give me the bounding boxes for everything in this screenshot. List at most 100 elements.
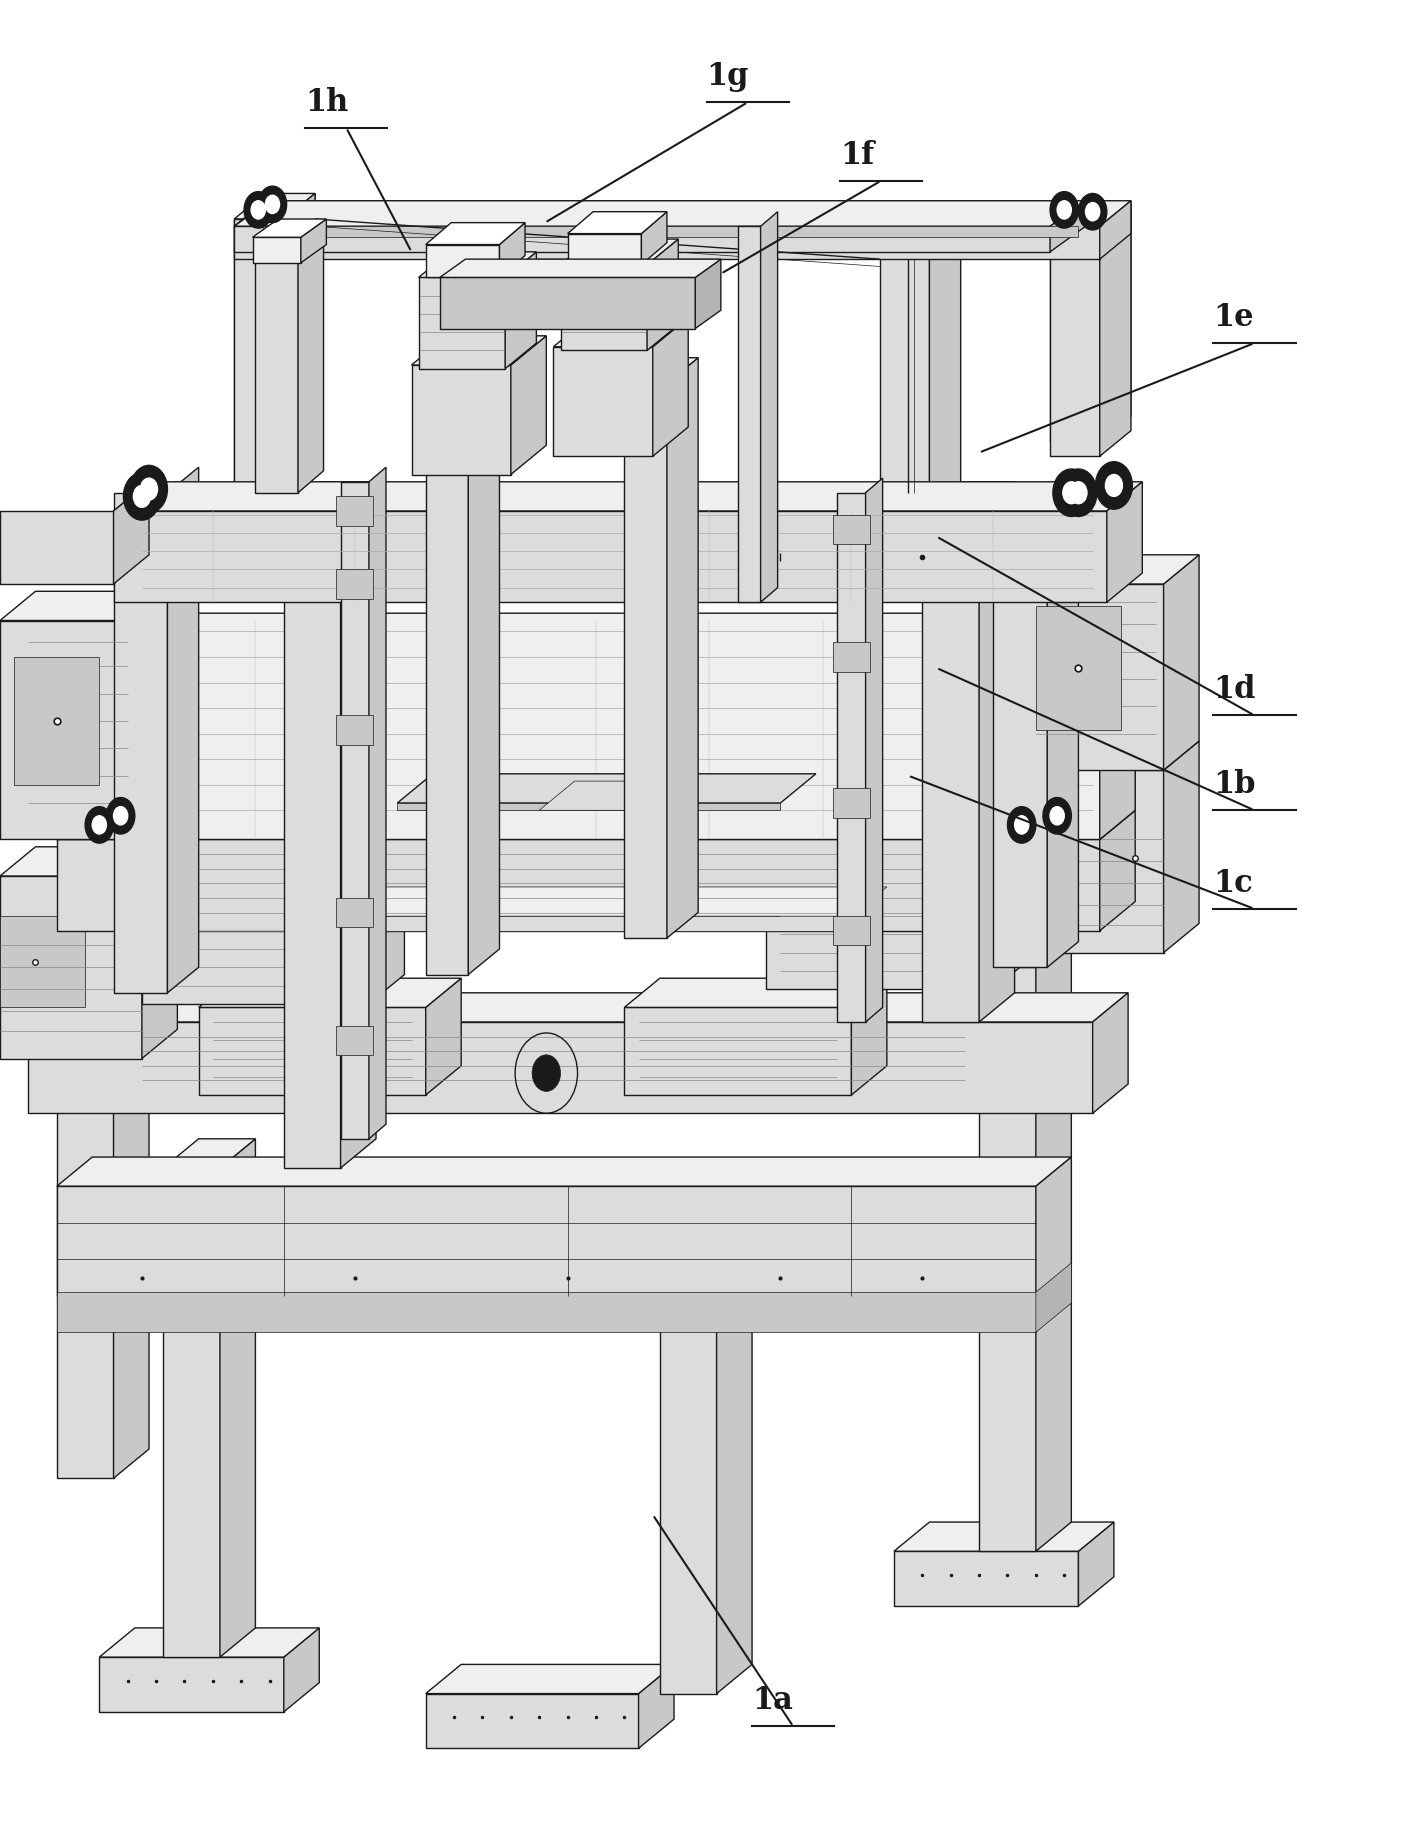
Polygon shape [284,1628,319,1712]
Circle shape [244,192,272,228]
Text: 1d: 1d [1213,675,1256,704]
Polygon shape [1093,993,1128,1113]
Polygon shape [1036,606,1121,730]
Polygon shape [660,1259,717,1694]
Polygon shape [1050,204,1131,230]
Polygon shape [624,383,667,938]
Polygon shape [99,1657,284,1712]
Circle shape [133,485,150,507]
Polygon shape [1036,1263,1071,1332]
Polygon shape [284,193,315,493]
Circle shape [251,201,265,219]
Text: 1e: 1e [1213,303,1254,332]
Circle shape [1095,462,1132,509]
Polygon shape [57,584,1135,840]
Polygon shape [57,1157,1071,1186]
Polygon shape [929,212,961,511]
Polygon shape [851,978,887,1095]
Polygon shape [837,493,866,1022]
Polygon shape [341,482,369,1139]
Polygon shape [57,975,149,1004]
Circle shape [1105,474,1122,496]
Polygon shape [1100,810,1135,931]
Circle shape [106,798,135,834]
Polygon shape [553,347,653,456]
Polygon shape [499,223,525,277]
Polygon shape [220,1139,255,1657]
Polygon shape [894,1551,1078,1606]
Polygon shape [1022,741,1199,770]
Polygon shape [57,840,1100,931]
Polygon shape [766,902,993,989]
Polygon shape [979,938,1071,967]
Polygon shape [234,226,1050,252]
Text: 1f: 1f [840,141,874,170]
Polygon shape [57,1004,114,1478]
Polygon shape [568,234,641,265]
Polygon shape [1164,555,1199,770]
Polygon shape [255,234,324,256]
Polygon shape [426,1694,639,1748]
Polygon shape [426,292,468,975]
Polygon shape [695,259,721,328]
Polygon shape [163,1139,255,1168]
Polygon shape [979,967,1036,1551]
Polygon shape [0,876,142,1058]
Circle shape [1078,193,1107,230]
Polygon shape [1036,1157,1071,1296]
Circle shape [85,807,114,843]
Polygon shape [234,219,284,493]
Polygon shape [284,916,851,931]
Polygon shape [412,365,511,474]
Polygon shape [284,511,341,1168]
Polygon shape [336,496,373,526]
Polygon shape [426,245,499,277]
Polygon shape [426,978,461,1095]
Polygon shape [336,1026,373,1055]
Text: 1g: 1g [707,62,749,91]
Polygon shape [922,482,1015,511]
Polygon shape [163,1168,220,1657]
Polygon shape [1022,770,1164,953]
Polygon shape [1100,201,1131,259]
Polygon shape [142,591,177,840]
Polygon shape [412,336,546,365]
Polygon shape [341,482,376,1168]
Polygon shape [234,193,315,219]
Polygon shape [199,978,461,1007]
Text: 1a: 1a [752,1686,793,1716]
Polygon shape [624,358,698,383]
Polygon shape [336,898,373,927]
Polygon shape [440,277,695,328]
Polygon shape [57,1186,1036,1296]
Polygon shape [57,810,1135,840]
Polygon shape [639,1664,674,1748]
Polygon shape [234,219,284,493]
Polygon shape [0,847,177,876]
Polygon shape [717,1230,752,1694]
Polygon shape [369,467,386,1139]
Polygon shape [114,482,149,584]
Polygon shape [284,887,887,916]
Polygon shape [397,803,780,810]
Circle shape [1086,203,1100,221]
Polygon shape [336,715,373,745]
Polygon shape [440,259,721,277]
Polygon shape [14,657,99,785]
Polygon shape [234,226,1100,259]
Polygon shape [505,252,536,369]
Circle shape [123,473,160,520]
Polygon shape [1100,204,1131,442]
Polygon shape [738,226,761,602]
Polygon shape [336,569,373,599]
Circle shape [1070,482,1087,504]
Polygon shape [833,788,870,818]
Circle shape [140,478,158,500]
Polygon shape [511,336,546,474]
Polygon shape [539,781,660,810]
Polygon shape [0,591,177,621]
Circle shape [265,195,280,214]
Polygon shape [880,237,929,511]
Polygon shape [284,482,376,511]
Polygon shape [301,219,326,263]
